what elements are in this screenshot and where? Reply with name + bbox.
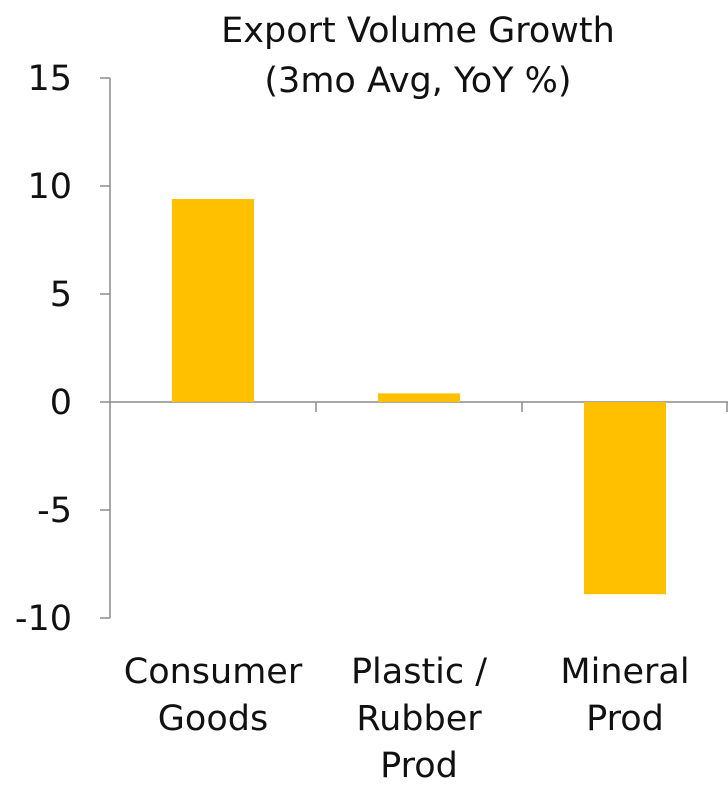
bar [378, 393, 460, 402]
category-label-line: Mineral [560, 652, 689, 692]
bars [172, 198, 666, 595]
y-axis: 15 10 5 0 -5 -10 [15, 59, 111, 639]
category-label-line: Rubber [356, 699, 482, 739]
category-label-line: Goods [158, 699, 268, 739]
category-label-line: Consumer [124, 652, 303, 692]
category-label: Plastic / Rubber Prod [351, 652, 487, 786]
bar [172, 198, 254, 402]
y-tick-label: -10 [15, 599, 72, 639]
category-label-line: Prod [380, 746, 458, 786]
y-tick-label: 10 [27, 167, 72, 207]
chart-title: Export Volume Growth [221, 11, 615, 51]
category-label: Consumer Goods [124, 652, 303, 739]
category-label: Mineral Prod [560, 652, 689, 739]
y-tick-label: -5 [37, 491, 72, 531]
y-tick-label: 0 [50, 383, 72, 423]
bar [584, 402, 666, 595]
y-tick-label: 15 [27, 59, 72, 99]
chart-subtitle: (3mo Avg, YoY %) [264, 61, 571, 101]
category-label-line: Prod [586, 699, 664, 739]
category-labels: Consumer Goods Plastic / Rubber Prod Mineral P… [124, 652, 690, 786]
category-label-line: Plastic / [351, 652, 487, 692]
y-tick-label: 5 [50, 275, 72, 315]
